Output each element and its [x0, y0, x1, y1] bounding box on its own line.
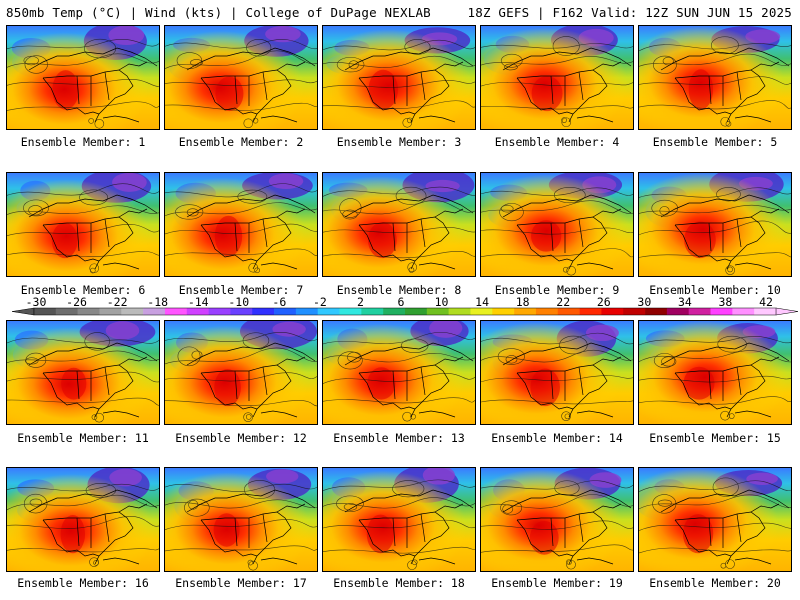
ensemble-member-1-map [6, 25, 160, 130]
colorbar-swatch [295, 308, 319, 315]
run-valid-time: 18Z GEFS | F162 Valid: 12Z SUN JUN 15 20… [467, 5, 792, 20]
colorbar-label: 18 [516, 296, 530, 309]
colorbar-label: 34 [678, 296, 692, 309]
colorbar-swatch [34, 308, 57, 315]
colorbar-swatch [623, 308, 646, 315]
colorbar-swatch [492, 308, 515, 315]
colorbar-label: -2 [313, 296, 327, 309]
ensemble-member-4-map [480, 25, 634, 130]
temperature-colorbar: -30 -26 -22 -18 -14 -10 -6 -2 2 6 10 14 18 22 26 30 34 38… [11, 296, 799, 316]
ensemble-member-11-map [6, 320, 160, 425]
colorbar-label: -14 [188, 296, 209, 309]
ensemble-member-7-map [164, 172, 318, 277]
ensemble-member-11-caption: Ensemble Member: 11 [17, 431, 149, 445]
colorbar-label: 26 [597, 296, 611, 309]
colorbar-swatch [339, 308, 362, 315]
ensemble-member-18-map [322, 467, 476, 572]
colorbar-label: -30 [26, 296, 47, 309]
colorbar-swatch [186, 308, 209, 315]
ensemble-member-3-map [322, 25, 476, 130]
ensemble-member-13-map [322, 320, 476, 425]
colorbar-label: 10 [435, 296, 449, 309]
colorbar-swatch [99, 308, 122, 315]
colorbar-swatch [710, 308, 733, 315]
colorbar-swatch [252, 308, 275, 315]
colorbar-swatch [361, 308, 384, 315]
ensemble-member-14-map [480, 320, 634, 425]
colorbar-swatch [143, 308, 166, 315]
colorbar-label: 42 [759, 296, 773, 309]
colorbar-swatch [688, 308, 711, 315]
ensemble-member-18-caption: Ensemble Member: 18 [333, 576, 465, 590]
ensemble-member-17-map [164, 467, 318, 572]
ensemble-member-15-map [638, 320, 792, 425]
ensemble-member-10-caption: Ensemble Member: 10 [649, 283, 781, 297]
colorbar-swatch [601, 308, 624, 315]
colorbar-label: 2 [357, 296, 364, 309]
colorbar-swatch [55, 308, 78, 315]
colorbar-swatch [426, 308, 449, 315]
ensemble-member-3-caption: Ensemble Member: 3 [336, 135, 462, 149]
ensemble-member-9-caption: Ensemble Member: 9 [494, 283, 620, 297]
colorbar-label: 38 [719, 296, 733, 309]
ensemble-member-10-map [638, 172, 792, 277]
colorbar-label: -10 [228, 296, 249, 309]
ensemble-member-4-caption: Ensemble Member: 4 [494, 135, 620, 149]
colorbar-label: -26 [66, 296, 87, 309]
colorbar-label: -6 [272, 296, 286, 309]
colorbar-swatch [230, 308, 253, 315]
colorbar-swatch [754, 308, 777, 315]
colorbar-label: 22 [556, 296, 570, 309]
colorbar-swatch [317, 308, 340, 315]
colorbar-min-arrow [11, 307, 35, 316]
colorbar-label: 30 [637, 296, 651, 309]
ensemble-member-2-map [164, 25, 318, 130]
colorbar-swatch [732, 308, 755, 315]
ensemble-member-19-map [480, 467, 634, 572]
ensemble-member-16-map [6, 467, 160, 572]
colorbar-swatch [448, 308, 471, 315]
ensemble-member-15-caption: Ensemble Member: 15 [649, 431, 781, 445]
colorbar-label: 6 [398, 296, 405, 309]
colorbar-swatch [405, 308, 428, 315]
colorbar-max-arrow [775, 307, 799, 316]
ensemble-member-5-map [638, 25, 792, 130]
colorbar-swatch [383, 308, 406, 315]
colorbar-swatch [579, 308, 602, 315]
colorbar-swatch [164, 308, 188, 315]
colorbar-swatch [121, 308, 144, 315]
ensemble-member-2-caption: Ensemble Member: 2 [178, 135, 304, 149]
ensemble-member-14-caption: Ensemble Member: 14 [491, 431, 623, 445]
colorbar-swatch [514, 308, 537, 315]
ensemble-member-20-map [638, 467, 792, 572]
colorbar-label: -22 [107, 296, 128, 309]
figure-title: 850mb Temp (°C) | Wind (kts) | College o… [6, 5, 431, 20]
ensemble-member-8-map [322, 172, 476, 277]
ensemble-member-6-caption: Ensemble Member: 6 [20, 283, 146, 297]
colorbar-swatch [470, 308, 493, 315]
colorbar-swatch [645, 308, 668, 315]
ensemble-member-13-caption: Ensemble Member: 13 [333, 431, 465, 445]
ensemble-member-19-caption: Ensemble Member: 19 [491, 576, 623, 590]
ensemble-member-16-caption: Ensemble Member: 16 [17, 576, 149, 590]
ensemble-member-17-caption: Ensemble Member: 17 [175, 576, 307, 590]
colorbar-label: 14 [475, 296, 489, 309]
ensemble-member-5-caption: Ensemble Member: 5 [652, 135, 778, 149]
colorbar-label: -18 [147, 296, 168, 309]
colorbar-swatch [208, 308, 231, 315]
ensemble-member-12-caption: Ensemble Member: 12 [175, 431, 307, 445]
ensemble-member-12-map [164, 320, 318, 425]
ensemble-member-7-caption: Ensemble Member: 7 [178, 283, 304, 297]
colorbar-swatch [557, 308, 580, 315]
colorbar-swatch [274, 308, 297, 315]
ensemble-member-8-caption: Ensemble Member: 8 [336, 283, 462, 297]
colorbar-swatch [535, 308, 559, 315]
colorbar-swatch [666, 308, 690, 315]
ensemble-member-1-caption: Ensemble Member: 1 [20, 135, 146, 149]
ensemble-member-9-map [480, 172, 634, 277]
ensemble-member-20-caption: Ensemble Member: 20 [649, 576, 781, 590]
ensemble-member-6-map [6, 172, 160, 277]
colorbar-swatch [77, 308, 100, 315]
